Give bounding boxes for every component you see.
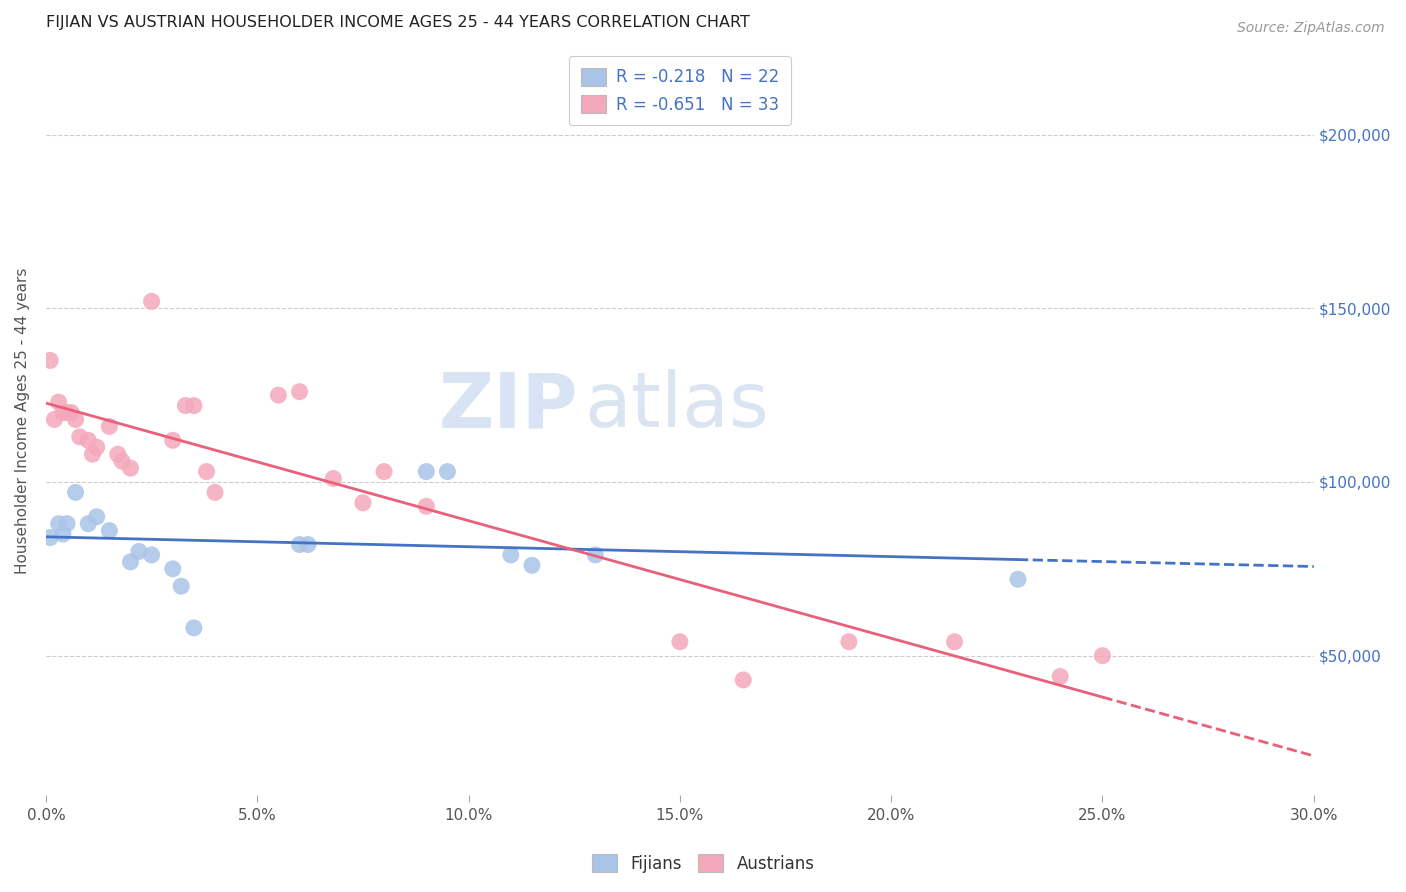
Point bbox=[499, 548, 522, 562]
Text: ZIP: ZIP bbox=[439, 369, 578, 443]
Point bbox=[86, 509, 108, 524]
Point bbox=[583, 548, 606, 562]
Point bbox=[520, 558, 543, 573]
Point bbox=[141, 294, 163, 309]
Point bbox=[204, 485, 226, 500]
Point bbox=[183, 621, 205, 635]
Point bbox=[52, 405, 75, 419]
Point bbox=[322, 471, 344, 485]
Point bbox=[77, 434, 100, 448]
Point bbox=[107, 447, 129, 461]
Point bbox=[352, 496, 374, 510]
Point bbox=[373, 465, 395, 479]
Point bbox=[162, 562, 184, 576]
Point bbox=[170, 579, 193, 593]
Point bbox=[733, 673, 755, 687]
Point bbox=[48, 395, 70, 409]
Point bbox=[288, 384, 311, 399]
Point bbox=[436, 465, 458, 479]
Text: Source: ZipAtlas.com: Source: ZipAtlas.com bbox=[1237, 21, 1385, 35]
Point bbox=[82, 447, 104, 461]
Point bbox=[141, 548, 163, 562]
Point bbox=[838, 634, 860, 648]
Text: atlas: atlas bbox=[585, 369, 769, 443]
Point bbox=[1049, 669, 1071, 683]
Point bbox=[65, 485, 87, 500]
Point bbox=[56, 516, 79, 531]
Point bbox=[98, 419, 121, 434]
Point bbox=[60, 405, 83, 419]
Point bbox=[1007, 572, 1029, 586]
Point bbox=[297, 537, 319, 551]
Point bbox=[44, 412, 66, 426]
Point bbox=[65, 412, 87, 426]
Point bbox=[69, 430, 91, 444]
Point bbox=[48, 516, 70, 531]
Point bbox=[39, 353, 62, 368]
Point bbox=[120, 555, 142, 569]
Y-axis label: Householder Income Ages 25 - 44 years: Householder Income Ages 25 - 44 years bbox=[15, 268, 30, 574]
Point bbox=[52, 527, 75, 541]
Point bbox=[86, 440, 108, 454]
Point bbox=[128, 544, 150, 558]
Legend: R = -0.218   N = 22, R = -0.651   N = 33: R = -0.218 N = 22, R = -0.651 N = 33 bbox=[569, 56, 790, 125]
Point bbox=[195, 465, 218, 479]
Point bbox=[183, 399, 205, 413]
Point bbox=[415, 465, 437, 479]
Text: FIJIAN VS AUSTRIAN HOUSEHOLDER INCOME AGES 25 - 44 YEARS CORRELATION CHART: FIJIAN VS AUSTRIAN HOUSEHOLDER INCOME AG… bbox=[46, 15, 749, 30]
Point bbox=[267, 388, 290, 402]
Point bbox=[162, 434, 184, 448]
Point bbox=[415, 500, 437, 514]
Legend: Fijians, Austrians: Fijians, Austrians bbox=[585, 847, 821, 880]
Point bbox=[174, 399, 197, 413]
Point bbox=[39, 531, 62, 545]
Point bbox=[120, 461, 142, 475]
Point bbox=[56, 405, 79, 419]
Point bbox=[669, 634, 692, 648]
Point bbox=[943, 634, 966, 648]
Point bbox=[77, 516, 100, 531]
Point bbox=[98, 524, 121, 538]
Point bbox=[288, 537, 311, 551]
Point bbox=[1091, 648, 1114, 663]
Point bbox=[111, 454, 134, 468]
